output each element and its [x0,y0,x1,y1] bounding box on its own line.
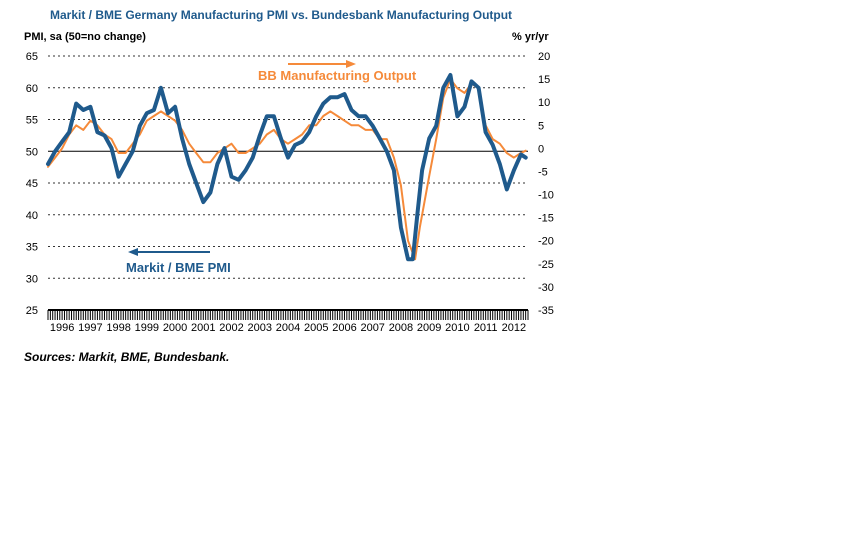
y2-tick-label: 20 [538,51,550,63]
x-axis: 1996 1997 1998 1999 2000 2001 2002 2003 2004 2005… [47,309,529,334]
y2-tick-label: 15 [538,74,550,86]
y2-tick-label: -25 [538,259,554,271]
x-tick-label: 2002 [219,322,243,334]
x-tick-label: 2005 [304,322,328,334]
y2-tick-label: 10 [538,97,550,109]
x-tick-label: 2008 [389,322,413,334]
x-tick-label: 1998 [106,322,130,334]
left-axis-ticks: 65 60 55 50 45 40 35 30 25 [26,51,38,317]
x-tick-label: 1996 [50,322,74,334]
pmi-arrow-head [128,248,138,256]
output-annotation: BB Manufacturing Output [258,68,417,83]
y2-tick-label: -30 [538,282,554,294]
x-tick-label: 1999 [135,322,159,334]
y-tick-label: 25 [26,305,38,317]
y-tick-label: 35 [26,242,38,254]
y-tick-label: 30 [26,273,38,285]
y2-tick-label: -5 [538,166,548,178]
annotations: BB Manufacturing Output Markit / BME PMI [126,60,417,275]
x-tick-label: 2011 [474,322,498,334]
x-tick-label: 2010 [445,322,469,334]
source-note: Sources: Markit, BME, Bundesbank. [24,350,230,364]
grid-lines [48,55,528,279]
x-tick-label: 2004 [276,322,300,334]
series-lines [46,73,528,262]
left-axis-label: PMI, sa (50=no change) [24,31,146,43]
x-tick-label: 2009 [417,322,441,334]
pmi-annotation: Markit / BME PMI [126,260,231,275]
y2-tick-label: -35 [538,305,554,317]
y2-tick-label: 5 [538,120,544,132]
y2-tick-label: -15 [538,213,554,225]
y-tick-label: 45 [26,178,38,190]
right-axis-label: % yr/yr [512,31,549,43]
y2-tick-label: -20 [538,236,554,248]
x-tick-label: 2003 [248,322,272,334]
y-tick-label: 60 [26,83,38,95]
x-tick-label: 1997 [78,322,102,334]
y-tick-label: 55 [26,115,38,127]
chart-title: Markit / BME Germany Manufacturing PMI v… [50,8,513,22]
y-tick-label: 50 [26,146,38,158]
y-tick-label: 65 [26,51,38,63]
y2-tick-label: 0 [538,143,544,155]
x-tick-label: 2007 [360,322,384,334]
x-tick-label: 2000 [163,322,187,334]
x-tick-label: 2006 [332,322,356,334]
output-arrow-head [346,60,356,68]
y-tick-label: 40 [26,210,38,222]
right-axis-ticks: 20 15 10 5 0 -5 -10 -15 -20 -25 -30 -35 [538,51,554,317]
output-series-line [47,78,527,261]
y2-tick-label: -10 [538,190,554,202]
x-tick-label: 2001 [191,322,215,334]
pmi-series-line [46,73,528,262]
x-tick-label: 2012 [502,322,526,334]
